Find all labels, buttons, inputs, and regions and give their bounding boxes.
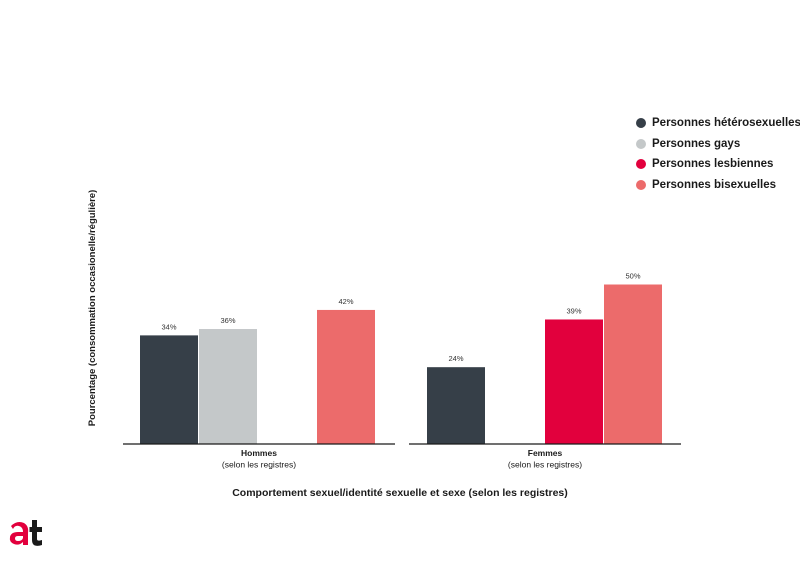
legend-item-heterosexual: Personnes hétérosexuelles	[636, 113, 800, 134]
bar-femmes-bisexual	[604, 284, 662, 444]
bar-femmes-heterosexual	[427, 367, 485, 444]
data-label-hommes-heterosexual: 34%	[161, 322, 176, 331]
data-label-femmes-bisexual: 50%	[625, 272, 640, 281]
legend-label-bisexual: Personnes bisexuelles	[652, 178, 777, 191]
logo-t-shape	[29, 520, 42, 546]
legend-item-lesbian: Personnes lesbiennes	[636, 154, 800, 175]
bar-hommes-gay	[199, 329, 257, 444]
legend-swatch-gay	[636, 138, 646, 149]
legend-label-heterosexual: Personnes hétérosexuelles	[652, 117, 800, 130]
legend-swatch-heterosexual	[636, 118, 646, 129]
data-label-hommes-gay: 36%	[220, 316, 235, 325]
legend-label-gay: Personnes gays	[652, 137, 741, 150]
legend-label-lesbian: Personnes lesbiennes	[652, 158, 774, 171]
data-label-hommes-bisexual: 42%	[338, 297, 353, 306]
y-axis-title: Pourcentage (consommation occasionelle/r…	[87, 190, 98, 427]
legend-swatch-lesbian	[636, 159, 646, 170]
legend-swatch-bisexual	[636, 179, 646, 190]
logo-a-shape	[9, 522, 29, 545]
bar-femmes-lesbian	[545, 319, 603, 444]
group-label-hommes: Hommes	[241, 448, 277, 458]
data-label-femmes-heterosexual: 24%	[448, 354, 463, 363]
bar-hommes-bisexual	[317, 309, 375, 444]
legend-item-gay: Personnes gays	[636, 134, 800, 155]
group-sublabel-femmes: (selon les registres)	[508, 460, 582, 470]
group-label-femmes: Femmes	[528, 448, 563, 458]
legend: Personnes hétérosexuelles Personnes gays…	[636, 113, 800, 195]
at-logo-icon	[9, 520, 42, 546]
legend-item-bisexual: Personnes bisexuelles	[636, 175, 800, 196]
group-sublabel-hommes: (selon les registres)	[222, 460, 296, 470]
data-label-femmes-lesbian: 39%	[566, 306, 581, 315]
bar-hommes-heterosexual	[140, 335, 198, 444]
x-axis-title: Comportement sexuel/identité sexuelle et…	[232, 487, 568, 499]
